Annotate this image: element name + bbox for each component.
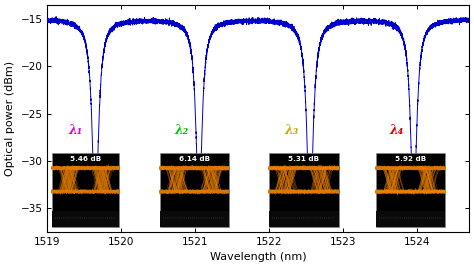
Text: 5.92 dB: 5.92 dB — [395, 156, 426, 162]
Text: λ₃: λ₃ — [284, 124, 299, 137]
Bar — [269, 153, 339, 227]
Bar — [160, 153, 228, 227]
Text: 5.46 dB: 5.46 dB — [70, 156, 101, 162]
Text: λ₁: λ₁ — [68, 124, 82, 137]
Bar — [160, 211, 228, 227]
Text: λ₄: λ₄ — [390, 124, 404, 137]
Text: 5.31 dB: 5.31 dB — [288, 156, 319, 162]
X-axis label: Wavelength (nm): Wavelength (nm) — [210, 252, 307, 262]
Text: 6.14 dB: 6.14 dB — [179, 156, 210, 162]
Text: λ₂: λ₂ — [175, 124, 189, 137]
Bar — [52, 153, 119, 227]
Bar — [52, 211, 119, 227]
Bar — [376, 211, 446, 227]
Bar — [376, 153, 446, 227]
Y-axis label: Optical power (dBm): Optical power (dBm) — [5, 61, 15, 176]
Bar — [269, 211, 339, 227]
